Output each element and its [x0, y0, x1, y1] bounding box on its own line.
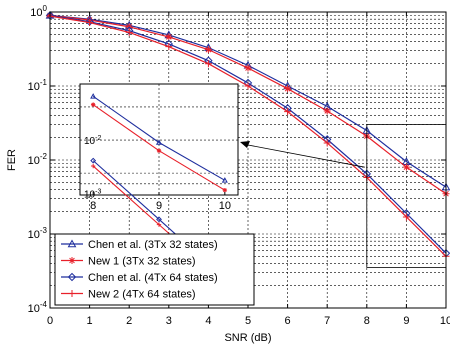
inset-data-point: [90, 93, 97, 99]
legend-entry-label: Chen et al. (4Tx 64 states): [88, 272, 218, 284]
legend-swatch-marker: [68, 290, 76, 297]
series-layer: [45, 10, 450, 260]
y-tick-label: 10-3: [28, 226, 48, 241]
data-point: [402, 213, 410, 221]
zoom-region-box: [366, 124, 447, 268]
inset-series-line: [92, 95, 226, 181]
x-tick-label: 3: [166, 315, 172, 327]
data-point: [402, 163, 410, 171]
x-tick-label: 10: [440, 315, 450, 327]
inset-data-point: [222, 187, 228, 193]
inset-y-tick-label: 10-3: [84, 189, 101, 201]
x-tick-label: 8: [364, 315, 370, 327]
data-point: [204, 60, 212, 68]
x-axis-label: SNR (dB): [224, 332, 271, 344]
x-tick-label: 2: [126, 315, 132, 327]
data-point: [244, 82, 252, 90]
inset-series-2: [90, 102, 228, 193]
inset-data-point: [90, 157, 97, 164]
legend-box: [54, 233, 255, 306]
x-tick-label: 9: [403, 315, 409, 327]
zoom-indicator: [240, 124, 447, 268]
inset-data-point: [156, 148, 162, 153]
data-point: [244, 64, 252, 72]
inset-y-tick-label: 10-2: [84, 135, 101, 147]
inset-data-point: [221, 177, 228, 183]
data-point: [323, 139, 331, 147]
y-tick-label: 10-2: [28, 152, 48, 167]
data-point: [165, 43, 173, 51]
inset-series-1: [90, 93, 228, 183]
zoom-arrow-head: [240, 141, 250, 148]
y-tick-label: 10-4: [28, 300, 48, 315]
legend-swatch-marker: [68, 257, 76, 264]
inset-x-tick-label: 8: [90, 200, 96, 212]
legend-entry-label: New 2 (4Tx 64 states): [88, 289, 196, 301]
inset-data-point: [156, 216, 162, 223]
y-tick-label: 100: [30, 4, 47, 19]
legend-swatch-marker: [67, 272, 77, 282]
x-tick-label: 6: [285, 315, 291, 327]
x-tick-label: 1: [87, 315, 93, 327]
x-tick-label: 4: [205, 315, 211, 327]
data-point: [284, 108, 292, 116]
x-tick-label: 7: [324, 315, 330, 327]
axis-ticks: 0 1 2 3 4 5 6 7 8 9 10 100 10-1 10-2 10-3 10-4: [28, 4, 450, 327]
legend: Chen et al. (3Tx 32 states) New 1 (3Tx 32…: [54, 233, 255, 306]
inset-x-tick-label: 10: [219, 200, 231, 212]
x-tick-label: 5: [245, 315, 251, 327]
inset-data-point: [155, 139, 163, 145]
y-tick-label: 10-1: [28, 78, 48, 93]
inset-data-point: [90, 163, 96, 169]
inset-x-tick-label: 9: [156, 200, 162, 212]
data-point: [125, 28, 133, 36]
legend-entry-label: Chen et al. (3Tx 32 states): [88, 239, 218, 251]
inset-data-point: [156, 222, 162, 227]
data-point: [204, 46, 212, 54]
zoom-arrow-line: [247, 144, 365, 168]
legend-swatch-marker: [67, 239, 77, 248]
y-axis-label: FER: [6, 149, 18, 171]
data-point: [323, 107, 331, 115]
legend-entry-label: New 1 (3Tx 32 states): [88, 256, 196, 268]
x-tick-label: 0: [47, 315, 53, 327]
inset-chart: 8 9 10 10-2 10-3: [79, 83, 239, 286]
data-point: [284, 85, 292, 93]
data-point: [165, 33, 173, 41]
data-point: [86, 19, 94, 27]
inset-data-point: [90, 102, 96, 107]
